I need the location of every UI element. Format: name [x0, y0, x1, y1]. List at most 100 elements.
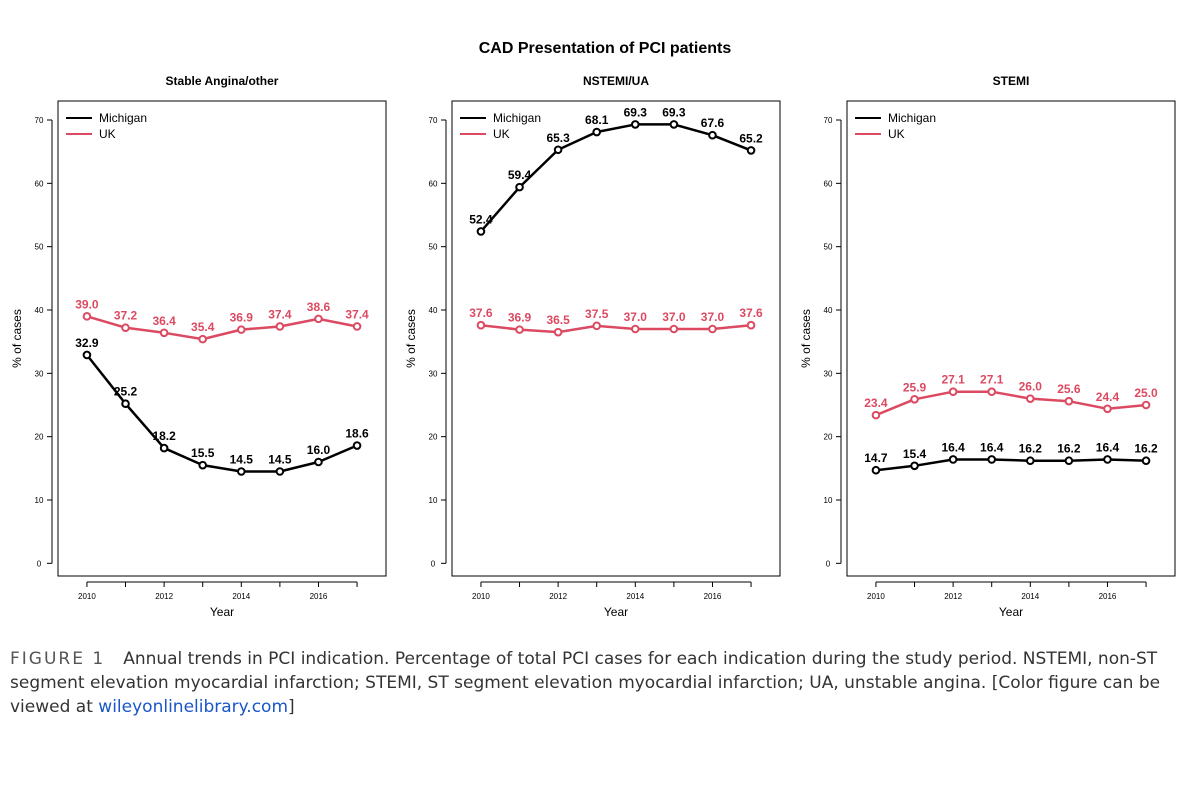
panel1-michigan-data-label: 25.2 — [114, 385, 138, 399]
figure-title: CAD Presentation of PCI patients — [479, 40, 732, 57]
panel1-michigan-data-label: 18.6 — [345, 427, 369, 441]
panel1-y-tick-label: 60 — [35, 179, 44, 188]
panel2-michigan-data-label: 59.4 — [508, 168, 532, 182]
caption-label: FIGURE 1 — [10, 649, 106, 669]
panel1-uk-point — [159, 328, 169, 338]
panel3-uk-point — [910, 395, 919, 404]
panel1-michigan-point — [236, 467, 246, 476]
panel2-uk-point — [669, 324, 679, 334]
caption-link[interactable]: wileyonlinelibrary.com — [98, 697, 289, 717]
panel1-uk-data-label: 36.4 — [152, 314, 176, 328]
panel3-uk-point — [1141, 400, 1151, 410]
panel2-michigan-data-label: 52.4 — [469, 212, 493, 226]
panel2-michigan-point — [476, 227, 486, 236]
panel1-uk-data-label: 37.4 — [268, 307, 292, 321]
panel3-michigan-point — [1141, 456, 1151, 466]
panel3-x-tick-label: 2012 — [944, 592, 962, 601]
panel1-michigan-point — [82, 350, 92, 360]
panel3-uk-data-label: 24.4 — [1096, 390, 1120, 404]
panel2-uk-data-label: 37.5 — [585, 307, 609, 321]
panel2-michigan-point — [746, 146, 756, 155]
panel1-uk-point — [275, 322, 285, 331]
panel2-legend-label-michigan: Michigan — [493, 111, 541, 125]
panel1-michigan-data-label: 32.9 — [75, 336, 99, 350]
panel3-michigan-point — [1103, 455, 1112, 464]
panel1-uk-point — [121, 323, 130, 333]
panel3-uk-data-label: 27.1 — [941, 373, 965, 387]
panel2-michigan-data-label: 65.2 — [739, 131, 763, 145]
panel2-y-tick-label: 70 — [429, 116, 438, 125]
panel2-y-tick-label: 40 — [429, 306, 438, 315]
panel3-y-tick-label: 20 — [824, 433, 833, 442]
panel2-uk-point — [553, 327, 563, 337]
panel2-x-tick-label: 2016 — [704, 592, 722, 601]
panel1-uk-point — [82, 312, 92, 321]
panel2-michigan-point — [630, 120, 640, 129]
panel1-uk-data-label: 36.9 — [230, 311, 254, 325]
panel2-title: NSTEMI/UA — [583, 74, 649, 88]
panel2-michigan-data-label: 67.6 — [701, 116, 725, 130]
panel3-michigan-data-label: 15.4 — [903, 447, 927, 461]
panel2-michigan-data-label: 68.1 — [585, 113, 609, 127]
panel1-michigan-point — [159, 443, 169, 453]
panel1-uk-data-label: 39.0 — [75, 297, 99, 311]
panel1-legend-label-uk: UK — [99, 127, 116, 141]
panel1-michigan-line — [85, 354, 358, 473]
panel2-uk-point — [515, 325, 524, 334]
panel3-y-axis-title: % of cases — [799, 309, 813, 368]
panel1-michigan-data-label: 16.0 — [307, 443, 331, 457]
panel1-x-tick-label: 2010 — [78, 592, 96, 601]
panel1-uk-point — [314, 314, 323, 324]
panel2-legend-label-uk: UK — [493, 127, 510, 141]
panel2-y-tick-label: 0 — [431, 559, 436, 568]
panel1-uk-line — [86, 315, 358, 341]
panel3-x-axis-title: Year — [999, 605, 1023, 619]
panel3-michigan-line — [875, 458, 1147, 472]
panel2-y-tick-label: 10 — [429, 496, 438, 505]
panel1-michigan-data-label: 18.2 — [152, 429, 176, 443]
panel3-michigan-point — [948, 455, 958, 464]
panel2-uk-data-label: 37.0 — [701, 310, 725, 324]
panel1-y-tick-label: 0 — [37, 559, 42, 568]
panel2-plot-frame — [451, 100, 781, 577]
panel1-y-tick-label: 20 — [35, 433, 44, 442]
panel1-michigan-point — [198, 460, 208, 470]
panel1-x-tick-label: 2016 — [310, 592, 328, 601]
panel1-x-axis-title: Year — [210, 605, 234, 619]
panel1-uk-point — [352, 322, 362, 331]
figure-chart: CAD Presentation of PCI patients Stable … — [10, 40, 1176, 619]
panel2-uk-data-label: 36.9 — [508, 311, 532, 325]
panel2-x-tick-label: 2012 — [549, 592, 567, 601]
panel1-y-tick-label: 70 — [35, 116, 44, 125]
panel3-x-tick-label: 2010 — [867, 592, 885, 601]
panel3-michigan-point — [871, 465, 881, 475]
panel1-plot-frame — [57, 100, 387, 577]
panel3-michigan-data-label: 16.2 — [1019, 442, 1043, 456]
panel1-michigan-point — [352, 441, 362, 450]
panel1-michigan-point — [275, 467, 285, 476]
panel3-uk-line — [875, 390, 1147, 417]
panel3-uk-point — [871, 410, 881, 420]
panel3-michigan-data-label: 16.2 — [1134, 442, 1158, 456]
panel1-uk-data-label: 37.2 — [114, 309, 138, 323]
panel2-x-tick-label: 2010 — [472, 592, 490, 601]
panel2-x-axis-title: Year — [604, 605, 628, 619]
panel1-michigan-point — [121, 399, 130, 409]
panel3-y-tick-label: 0 — [826, 559, 831, 568]
panel2-uk-data-label: 37.6 — [739, 306, 763, 320]
panel3-uk-point — [1064, 396, 1074, 406]
panel3-legend-label-michigan: Michigan — [888, 111, 936, 125]
panel3-uk-point — [987, 387, 997, 397]
panel3-uk-data-label: 25.9 — [903, 380, 927, 394]
panel3-michigan-data-label: 14.7 — [864, 451, 888, 465]
panel1-title: Stable Angina/other — [166, 74, 279, 88]
panel2-y-tick-label: 30 — [429, 369, 438, 378]
panel3-michigan-point — [1064, 456, 1074, 466]
panel1-uk-point — [236, 325, 246, 334]
panel3-y-tick-label: 10 — [824, 496, 833, 505]
panel3-michigan-data-label: 16.4 — [941, 440, 965, 454]
panel2-michigan-point — [669, 120, 679, 129]
panel3-michigan-point — [910, 461, 919, 471]
panel2-michigan-data-label: 69.3 — [624, 105, 648, 119]
panel2-michigan-point — [553, 145, 563, 155]
